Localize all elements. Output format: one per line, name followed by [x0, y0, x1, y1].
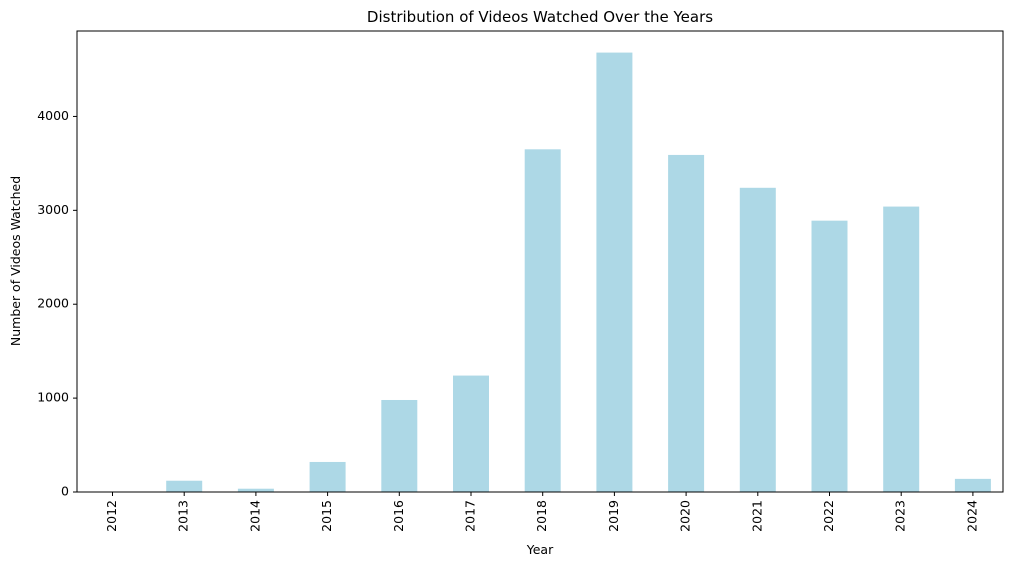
y-axis-label: Number of Videos Watched: [8, 176, 23, 346]
chart-title: Distribution of Videos Watched Over the …: [367, 8, 713, 26]
bars-group: [94, 52, 991, 493]
y-tick-label-1000: 1000: [37, 390, 69, 405]
y-tick-label-2000: 2000: [37, 296, 69, 311]
y-axis-ticks: 0 1000 2000 3000 4000: [37, 108, 77, 499]
x-tick-label-2015: 2015: [319, 500, 334, 532]
y-tick-label-4000: 4000: [37, 108, 69, 123]
x-tick-label-2017: 2017: [463, 500, 478, 532]
bar-2018: [524, 149, 561, 493]
bar-2022: [811, 220, 848, 492]
x-tick-label-2018: 2018: [534, 500, 549, 532]
bar-2021: [739, 187, 776, 493]
bar-2015: [309, 461, 346, 492]
x-tick-label-2019: 2019: [606, 500, 621, 532]
x-tick-label-2023: 2023: [893, 500, 908, 532]
plot-frame: [76, 30, 1004, 493]
bar-2017: [453, 375, 489, 492]
y-tick-label-3000: 3000: [37, 202, 69, 217]
bar-2013: [166, 480, 203, 492]
x-axis-label: Year: [526, 542, 554, 557]
bar-2016: [381, 399, 418, 492]
bar-2020: [668, 154, 705, 492]
x-tick-label-2012: 2012: [104, 500, 119, 532]
bar-2024: [954, 478, 991, 492]
bar-2019: [596, 52, 633, 493]
bar-2023: [883, 206, 920, 492]
x-tick-label-2022: 2022: [821, 500, 836, 532]
bar-2014: [237, 488, 274, 492]
x-axis-ticks: 2012 2013 2014 2015 2016 2017 2018 2019 2020 2021…: [104, 492, 979, 532]
x-tick-label-2014: 2014: [247, 500, 262, 532]
y-tick-label-0: 0: [61, 484, 69, 499]
x-tick-label-2020: 2020: [678, 500, 693, 532]
x-tick-label-2013: 2013: [176, 500, 191, 532]
x-tick-label-2016: 2016: [391, 500, 406, 532]
x-tick-label-2024: 2024: [964, 500, 979, 532]
x-tick-label-2021: 2021: [749, 500, 764, 532]
